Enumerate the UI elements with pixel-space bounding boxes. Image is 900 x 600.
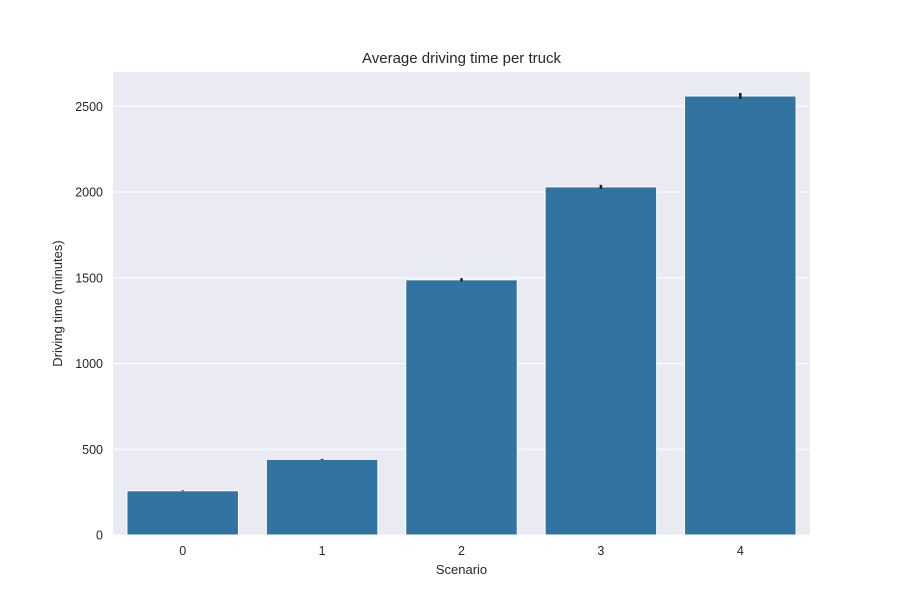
- x-tick-label: 4: [737, 544, 744, 558]
- y-tick-labels: 0 500 1000 1500 2000 2500: [75, 100, 103, 543]
- x-tick-label: 1: [319, 544, 326, 558]
- chart-title: Average driving time per truck: [362, 50, 561, 67]
- bars: [126, 95, 797, 536]
- y-tick-label: 0: [96, 529, 103, 543]
- bar-scenario-2: [405, 279, 518, 536]
- bar-scenario-4: [684, 95, 797, 536]
- error-bars: [181, 92, 742, 492]
- y-axis-label: Driving time (minutes): [50, 240, 65, 366]
- y-tick-label: 2000: [75, 186, 103, 200]
- y-tick-label: 2500: [75, 100, 103, 114]
- x-axis-label: Scenario: [436, 562, 487, 577]
- x-tick-label: 0: [179, 544, 186, 558]
- bar-scenario-0: [126, 490, 239, 536]
- y-tick-label: 1500: [75, 271, 103, 285]
- bar-scenario-3: [544, 186, 658, 536]
- y-tick-label: 500: [82, 443, 103, 457]
- x-tick-label: 2: [458, 544, 465, 558]
- x-tick-label: 3: [597, 544, 604, 558]
- y-tick-label: 1000: [75, 357, 103, 371]
- x-tick-labels: 0 1 2 3 4: [179, 544, 744, 558]
- bar-scenario-1: [265, 458, 379, 536]
